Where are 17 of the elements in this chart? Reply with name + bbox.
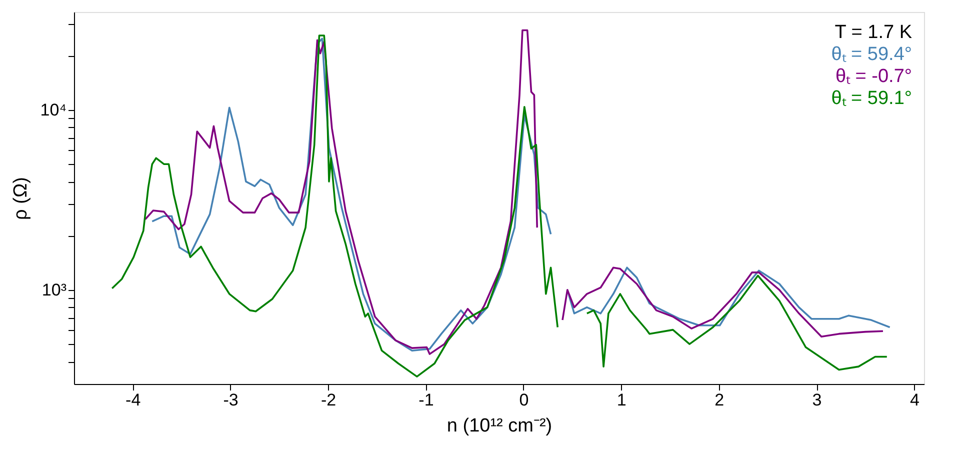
x-axis-title: n (10¹² cm⁻²) xyxy=(446,416,552,436)
x-tick-label: -3 xyxy=(223,390,238,410)
x-tick-label: 1 xyxy=(616,390,626,410)
x-tick-label: -1 xyxy=(418,390,434,410)
y-tick-label: 10⁴ xyxy=(40,100,66,120)
y-tick-label: 10³ xyxy=(42,280,67,300)
x-tick-label: 2 xyxy=(714,390,724,410)
x-tick-label: 4 xyxy=(910,390,920,410)
annotation: T = 1.7 K xyxy=(834,22,912,43)
text: θₜ = 59.1° xyxy=(831,88,912,109)
x-tick-label: 3 xyxy=(812,390,822,410)
text: θₜ = 59.4° xyxy=(831,44,912,65)
y-axis-title: ρ (Ω) xyxy=(10,177,32,220)
x-tick-label: -4 xyxy=(126,390,141,410)
x-tick-label: 0 xyxy=(519,390,529,410)
text: θₜ = -0.7° xyxy=(835,66,912,87)
x-tick-label: -2 xyxy=(320,390,336,410)
